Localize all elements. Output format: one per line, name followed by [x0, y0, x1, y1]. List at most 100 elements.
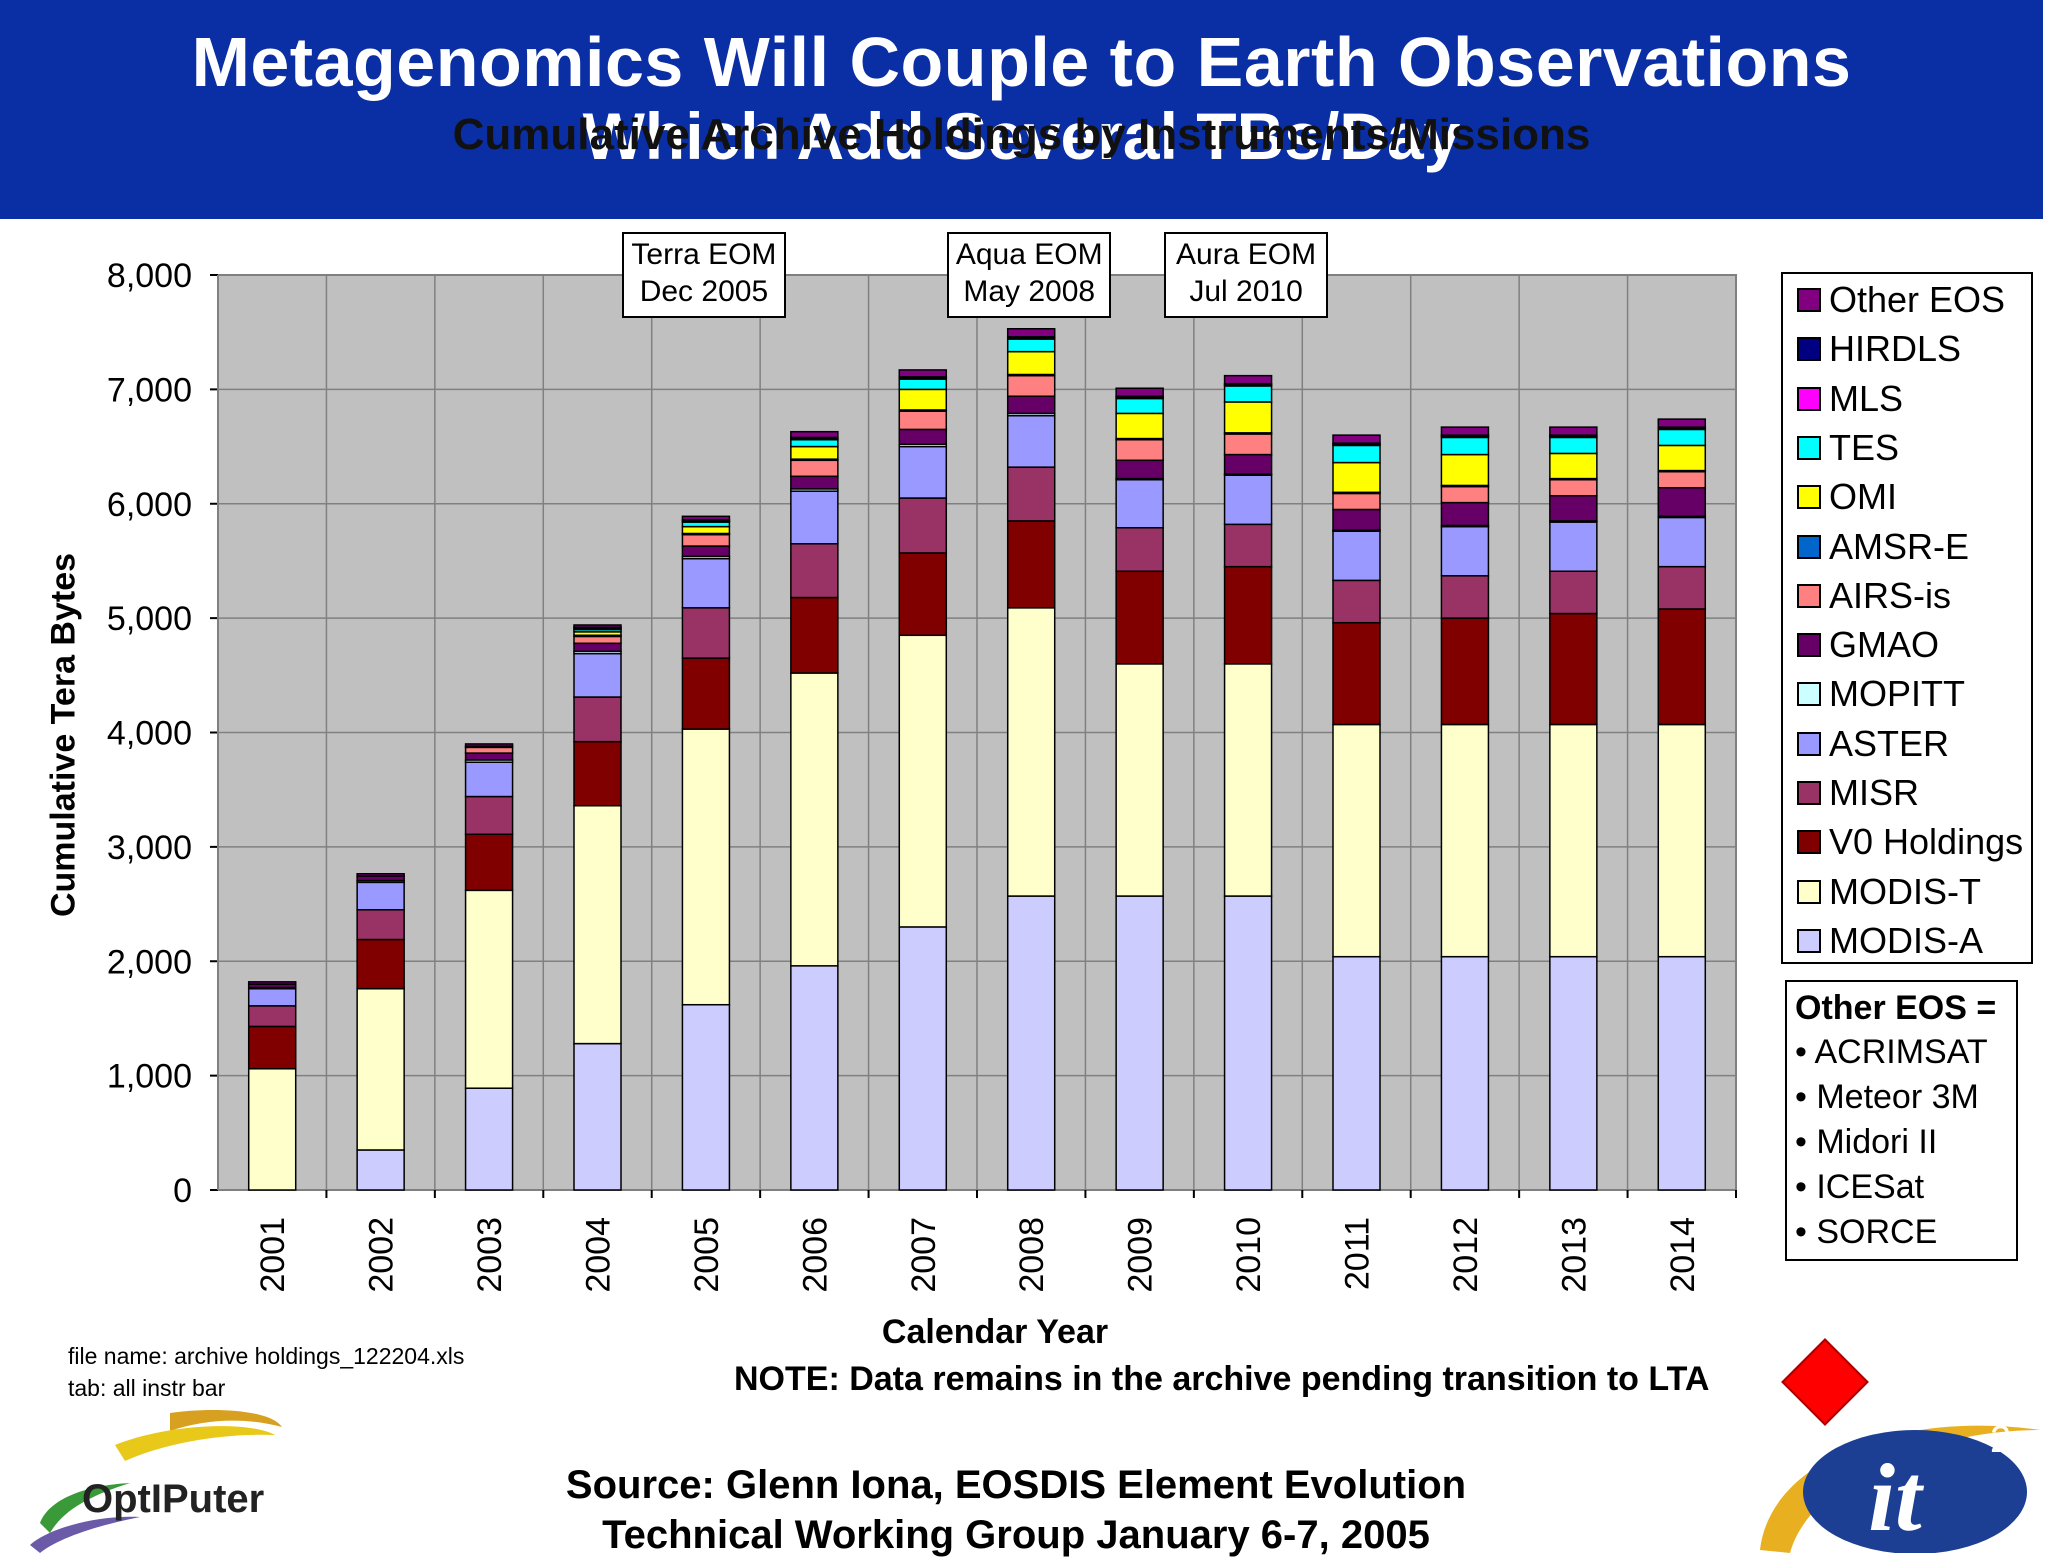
other-eos-item: • Midori II — [1795, 1123, 1938, 1161]
bar-segment — [1332, 508, 1381, 531]
chart-legend: Other EOS HIRDLS MLS TES OMI AMSR-E AIRS-is GMA… — [1781, 272, 2033, 964]
bar-segment — [573, 624, 622, 629]
bar-segment — [898, 428, 948, 446]
legend-swatch — [1797, 288, 1821, 312]
legend-item: MOPITT — [1797, 673, 1965, 714]
bar-segment — [681, 728, 731, 1006]
bar-segment — [247, 1005, 297, 1028]
slide-title: Metagenomics Will Couple to Earth Observ… — [191, 23, 1852, 101]
legend-label: V0 Holdings — [1829, 821, 2024, 863]
legend-label: MODIS-A — [1829, 919, 1984, 961]
bar-segment — [1549, 723, 1598, 958]
other-eos-item: • ICESat — [1795, 1168, 1925, 1206]
bar-segment — [1549, 426, 1598, 436]
bar-segment — [1332, 955, 1381, 1191]
bar-segment — [1332, 723, 1381, 958]
y-axis-label: Cumulative Tera Bytes — [44, 552, 83, 918]
bar-segment — [1332, 621, 1381, 726]
bar-segment — [681, 545, 731, 558]
bar-segment — [1549, 570, 1598, 615]
archive-note: NOTE: Data remains in the archive pendin… — [734, 1360, 1710, 1398]
bar-segment — [1115, 895, 1164, 1191]
bar-segment — [1006, 395, 1056, 415]
x-tick-label: 2008 — [1013, 1217, 1051, 1293]
legend-swatch — [1797, 386, 1821, 411]
bar-segment — [1223, 523, 1273, 568]
legend-item: OMI — [1797, 476, 1897, 517]
bar-segment — [790, 965, 839, 1191]
bar-segment — [247, 1068, 297, 1191]
bar-segment — [1549, 612, 1598, 726]
bar-segment — [1549, 478, 1598, 497]
bar-segment — [790, 543, 839, 599]
bar-segment — [1657, 955, 1707, 1191]
bar-segment — [1223, 385, 1273, 403]
legend-swatch — [1797, 485, 1821, 510]
bar-segment — [1657, 565, 1707, 610]
bar-segment — [1006, 895, 1056, 1191]
bar-segment — [464, 833, 514, 892]
x-tick-label: 2013 — [1555, 1217, 1593, 1293]
bar-segment — [464, 743, 514, 747]
bar-segment — [1115, 412, 1164, 440]
bar-segment — [573, 740, 622, 807]
bar-segment — [1549, 452, 1598, 480]
eom-annotation-line1: Terra EOM — [631, 238, 777, 271]
source-line1: Source: Glenn Iona, EOSDIS Element Evolu… — [565, 1463, 1467, 1507]
bar-segment — [1332, 444, 1381, 464]
bar-segment — [356, 938, 405, 990]
bar-segment — [790, 445, 839, 460]
bar-segment — [1440, 453, 1490, 487]
y-tick-label: 7,000 — [107, 371, 192, 409]
bar-segment — [898, 634, 948, 928]
x-tick-label: 2009 — [1122, 1217, 1160, 1293]
it2-logo-superscript: 2 — [1990, 1419, 2011, 1461]
legend-label: MLS — [1829, 377, 1904, 419]
bar-segment — [356, 881, 405, 911]
x-tick-label: 2010 — [1230, 1217, 1268, 1293]
bar-segment — [1115, 459, 1164, 480]
bar-segment — [464, 752, 514, 761]
legend-label: AIRS-is — [1829, 574, 1952, 616]
x-tick-label: 2005 — [688, 1217, 726, 1293]
bar-segment — [1332, 579, 1381, 624]
bar-segment — [464, 1087, 514, 1191]
bar-segment — [1332, 492, 1381, 511]
legend-swatch — [1797, 682, 1821, 707]
eom-annotation-line2: May 2008 — [963, 275, 1096, 308]
bar-segment — [790, 430, 839, 439]
bar-segment — [681, 525, 731, 535]
legend-item: V0 Holdings — [1797, 821, 2024, 863]
eom-annotation: Terra EOM Dec 2005 — [621, 232, 786, 318]
bar-segment — [1440, 426, 1490, 436]
bar-segment — [247, 981, 297, 985]
bar-segment — [681, 533, 731, 547]
legend-label: ASTER — [1829, 722, 1950, 764]
bar-segment — [1440, 501, 1490, 527]
legend-label: MODIS-T — [1829, 870, 1981, 912]
bar-segment — [356, 873, 405, 877]
bar-segment — [898, 369, 948, 378]
bar-segment — [898, 378, 948, 391]
bar-segment — [1006, 374, 1056, 397]
legend-item: ASTER — [1797, 722, 1950, 764]
optiputer-logo-text: OptIPuter — [82, 1477, 264, 1521]
eom-annotation-line1: Aqua EOM — [955, 238, 1103, 271]
x-tick-label: 2012 — [1447, 1217, 1485, 1293]
bar-segment — [1440, 485, 1490, 504]
bar-segment — [1115, 527, 1164, 572]
eom-annotation: Aura EOM Jul 2010 — [1164, 232, 1329, 318]
bar-segment — [681, 657, 731, 730]
bar-segment — [1006, 414, 1056, 468]
bar-segment — [790, 596, 839, 674]
bar-segment — [681, 1003, 731, 1191]
bar-segment — [1440, 436, 1490, 456]
y-tick-label: 3,000 — [107, 829, 192, 867]
legend-item: HIRDLS — [1797, 328, 1961, 369]
bar-segment — [356, 987, 405, 1151]
legend-swatch — [1797, 534, 1821, 559]
bar-segment — [1657, 608, 1707, 726]
bar-segment — [573, 696, 622, 743]
source-citation: Source: Glenn Iona, EOSDIS Element Evolu… — [566, 1460, 1466, 1560]
